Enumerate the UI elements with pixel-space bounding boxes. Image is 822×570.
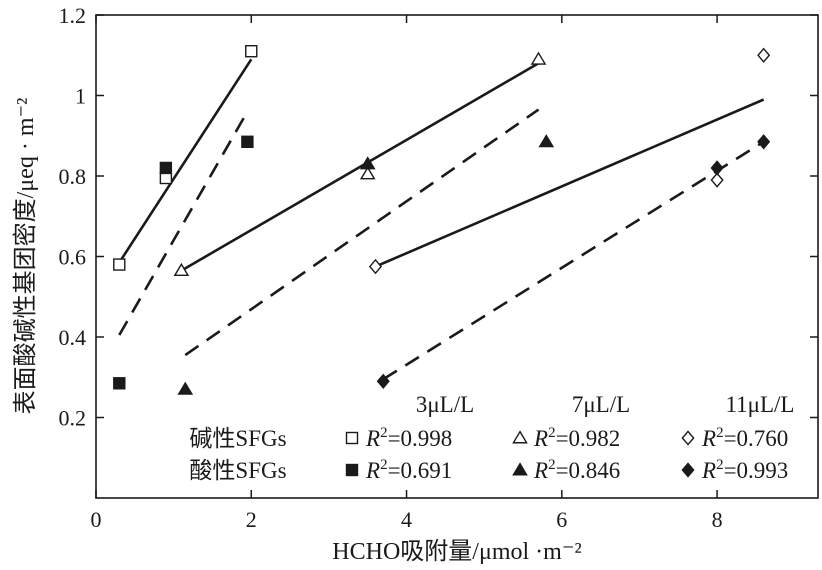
axis-ticks: 0 2 4 6 8 0.2 0.4 0.6 0.8 1 1.2 [59, 3, 818, 532]
y-tick-label: 0.4 [59, 325, 87, 350]
legend-r2-label: R2=0.993 [701, 457, 788, 483]
x-tick-label: 2 [246, 507, 257, 532]
r2-symbol: R [365, 426, 380, 451]
y-tick-label: 0.6 [59, 245, 87, 270]
r2-symbol: R [533, 426, 548, 451]
acidic-fit-line [118, 110, 249, 336]
legend-r2-label: R2=0.760 [701, 425, 788, 451]
open-square-marker [113, 258, 126, 271]
open-triangle-marker [359, 166, 376, 180]
legend-row-label-acidic: 酸性SFGs [189, 458, 286, 483]
legend-column-header-3: 3μL/L [416, 392, 474, 417]
filled-triangle-marker [538, 134, 555, 148]
legend-r2-label: R2=0.691 [365, 457, 452, 483]
open-triangle-marker [512, 430, 528, 444]
acidic-fit-line [382, 140, 765, 381]
basic-fit-line [374, 98, 765, 268]
r2-value: =0.691 [388, 458, 453, 483]
open-diamond-marker [757, 47, 771, 63]
r2-symbol: R [533, 458, 548, 483]
r2-superscript: 2 [716, 457, 724, 473]
x-tick-label: 8 [712, 507, 723, 532]
open-diamond-marker [710, 172, 724, 188]
r2-symbol: R [701, 458, 716, 483]
y-tick-label: 1 [75, 84, 86, 109]
legend: 3μL/L 7μL/L 11μL/L 碱性SFGs 酸性SFGs R2=0.99… [189, 392, 794, 483]
r2-value: =0.982 [556, 426, 621, 451]
legend-column-header-7: 7μL/L [572, 392, 630, 417]
r2-symbol: R [701, 426, 716, 451]
r2-superscript: 2 [548, 425, 556, 441]
r2-value: =0.998 [388, 426, 453, 451]
r2-value: =0.760 [724, 426, 789, 451]
x-tick-label: 0 [91, 507, 102, 532]
data-points [113, 45, 771, 395]
r2-symbol: R [365, 458, 380, 483]
filled-diamond-marker [757, 134, 771, 150]
open-square-marker [159, 171, 173, 185]
fit-lines [118, 58, 765, 381]
open-diamond-marker [368, 258, 383, 275]
basic-fit-line [180, 62, 540, 272]
open-diamond-marker [681, 430, 695, 446]
open-square-marker [345, 431, 359, 445]
x-tick-label: 4 [401, 507, 412, 532]
filled-square-marker [345, 463, 359, 477]
r2-value: =0.993 [724, 458, 789, 483]
filled-triangle-marker [177, 381, 194, 395]
filled-diamond-marker [681, 462, 695, 478]
filled-square-marker [241, 135, 254, 148]
x-tick-label: 6 [556, 507, 567, 532]
filled-triangle-marker [512, 462, 528, 476]
filled-diamond-marker [710, 160, 724, 176]
y-tick-label: 0.2 [59, 406, 87, 431]
filled-square-marker [113, 377, 126, 390]
r2-superscript: 2 [716, 425, 724, 441]
filled-square-marker [159, 161, 173, 175]
legend-r2-label: R2=0.982 [533, 425, 620, 451]
legend-row-label-basic: 碱性SFGs [189, 426, 286, 451]
legend-column-header-11: 11μL/L [726, 392, 795, 417]
legend-r2-label: R2=0.846 [533, 457, 620, 483]
r2-value: =0.846 [556, 458, 621, 483]
filled-diamond-marker [376, 373, 390, 389]
basic-fit-line [118, 58, 253, 264]
open-triangle-marker [173, 262, 190, 277]
r2-superscript: 2 [548, 457, 556, 473]
r2-superscript: 2 [380, 425, 388, 441]
open-triangle-marker [530, 51, 547, 65]
filled-triangle-marker [359, 156, 376, 170]
open-square-marker [245, 45, 258, 58]
acidic-fit-line [184, 108, 540, 357]
legend-r2-label: R2=0.998 [365, 425, 452, 451]
y-tick-label: 1.2 [59, 3, 87, 28]
y-tick-label: 0.8 [59, 164, 87, 189]
r2-superscript: 2 [380, 457, 388, 473]
y-axis-title: 表面酸碱性基团密度/μeq · m⁻² [12, 98, 39, 415]
x-axis-title: HCHO吸附量/μmol ·m⁻² [332, 538, 581, 565]
